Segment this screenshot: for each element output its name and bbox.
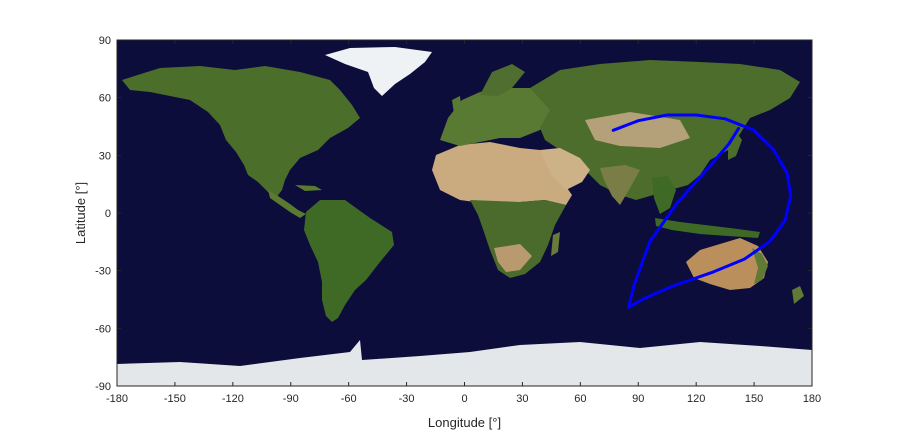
- central-asia-desert: [585, 112, 690, 148]
- south-america: [304, 200, 394, 322]
- antarctica: [117, 340, 812, 386]
- australia-east-coast: [752, 248, 768, 284]
- madagascar: [551, 232, 560, 256]
- africa-north: [432, 142, 572, 205]
- x-tick-label: 30: [516, 393, 528, 405]
- x-axis-ticks: -180 -150 -120 -90 -60 -30 0 30 60 90 120 150 180: [106, 40, 821, 405]
- india: [600, 165, 640, 205]
- y-axis-ticks: -90 -60 -30 0 30 60 90: [95, 35, 812, 393]
- kalahari: [494, 244, 532, 272]
- y-tick-label: -60: [95, 323, 111, 335]
- australia: [686, 238, 768, 290]
- x-tick-label: 150: [745, 393, 763, 405]
- x-tick-label: -60: [341, 393, 357, 405]
- x-axis-label: Longitude [°]: [428, 415, 501, 430]
- map-image: [117, 40, 812, 386]
- x-tick-label: -150: [164, 393, 186, 405]
- central-america: [268, 190, 306, 218]
- x-tick-label: 0: [461, 393, 467, 405]
- southeast-asia: [652, 176, 676, 214]
- africa-south: [470, 200, 566, 278]
- x-tick-label: 60: [574, 393, 586, 405]
- y-tick-label: 30: [99, 150, 111, 162]
- indonesia: [655, 218, 760, 238]
- scandinavia: [480, 64, 525, 96]
- x-tick-label: -30: [399, 393, 415, 405]
- x-tick-label: -120: [222, 393, 244, 405]
- north-america: [122, 66, 360, 198]
- y-tick-label: 0: [105, 208, 111, 220]
- y-axis-label: Latitude [°]: [73, 182, 88, 244]
- british-isles: [452, 96, 462, 114]
- new-zealand: [792, 286, 804, 304]
- y-tick-label: -30: [95, 266, 111, 278]
- x-tick-label: 90: [632, 393, 644, 405]
- x-tick-label: -180: [106, 393, 128, 405]
- x-tick-label: 120: [687, 393, 705, 405]
- greenland: [325, 47, 432, 96]
- y-tick-label: 60: [99, 93, 111, 105]
- caribbean-islands: [295, 185, 322, 191]
- europe: [440, 88, 552, 146]
- y-tick-label: 90: [99, 35, 111, 47]
- arabia: [540, 148, 590, 190]
- track-line: [611, 113, 793, 309]
- y-tick-label: -90: [95, 381, 111, 393]
- x-tick-label: -90: [283, 393, 299, 405]
- x-tick-label: 180: [803, 393, 821, 405]
